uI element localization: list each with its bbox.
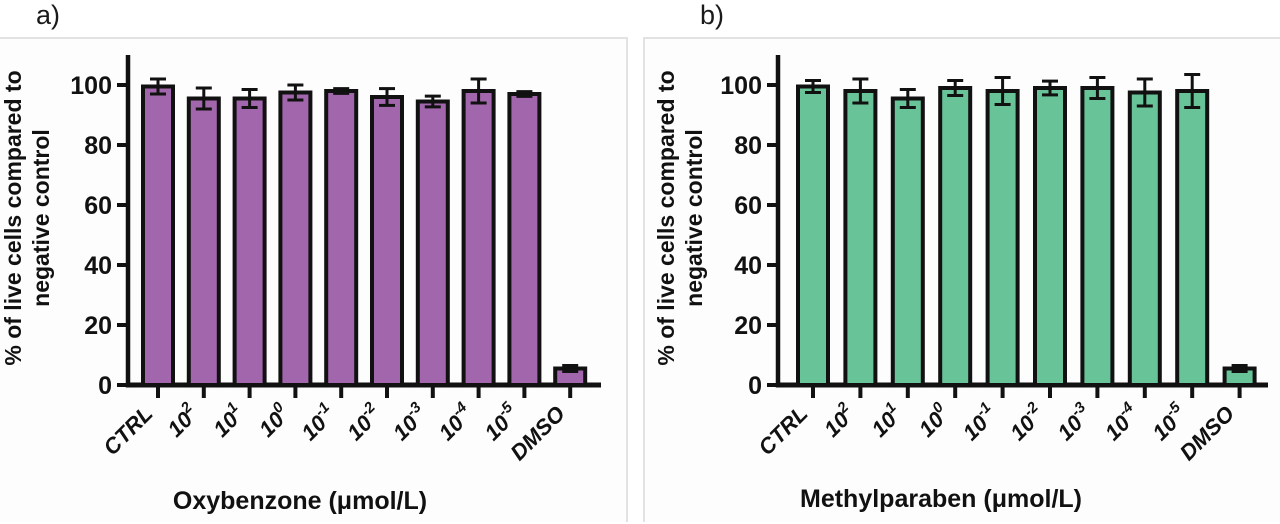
bar [324,89,359,387]
bar [415,99,450,387]
chart-text: CTRL [753,401,812,460]
y-axis-label-line2: negative control [28,129,54,307]
chart-text: 60 [734,192,762,220]
x-axis-title-methylparaben: Methylparaben (μmol/L) [800,485,1082,513]
chart-text: 40 [84,252,112,280]
bar [1127,90,1162,387]
bar [1033,86,1067,387]
y-axis-label-methylparaben: % of live cells compared to negative con… [652,33,710,403]
chart-text: 60 [84,192,112,220]
chart-text: 10-2 [1003,398,1050,445]
bar [1080,86,1115,387]
chart-text: 10-4 [1098,398,1145,445]
chart-text: 80 [84,132,112,160]
chart-text: 40 [734,252,762,280]
y-axis-label-line1: % of live cells compared to [0,70,26,366]
chart-text: 0 [748,372,762,400]
bar [507,92,542,387]
bar [985,89,1020,387]
chart-text: 80 [734,132,762,160]
chart-text: 100 [252,398,295,441]
chart-text: 100 [720,72,762,100]
bar [796,84,830,387]
chart-text: 10-1 [294,399,341,446]
chart-text: DMSO [1175,401,1239,465]
bar [843,89,878,387]
bar [232,96,267,387]
chart-text: 10-3 [1050,398,1097,445]
bar [890,96,925,387]
bar [370,95,404,387]
bar [278,90,313,387]
chart-text: 101 [206,399,249,442]
bar [186,96,221,387]
chart-text: 10-3 [386,398,433,445]
bar [1175,89,1210,387]
chart-text: CTRL [98,401,157,460]
panel-methylparaben: 0 20 40 60 80 100 CTRL 102 101 100 10-1 10-2 10-3 10-… [643,37,1280,522]
chart-text: 102 [160,398,203,441]
chart-text: 20 [84,312,112,340]
chart-text: 10-1 [956,399,1003,446]
bar [461,89,496,387]
x-axis-title-oxybenzone: Oxybenzone (μmol/L) [172,487,428,515]
chart-text: 10-2 [340,398,387,445]
bar [938,86,973,387]
chart-text: 10-4 [432,398,479,445]
chart-text: 101 [864,399,907,442]
panel-oxybenzone: 0 20 40 60 80 100 CTRL 102 101 100 10-1 10-2 10-3 10-… [0,37,628,522]
y-axis-label-oxybenzone: % of live cells compared to negative con… [0,33,57,403]
bar [141,84,175,387]
y-axis-label-line1: % of live cells compared to [653,70,679,366]
panel-a-label: a) [36,0,61,30]
chart-text: 102 [817,398,860,441]
panel-b-label: b) [700,0,725,30]
chart-text: 100 [912,398,955,441]
y-axis-label-line2: negative control [681,129,707,307]
chart-text: 100 [70,72,112,100]
chart-text: 20 [734,312,762,340]
chart-text: 0 [98,372,112,400]
